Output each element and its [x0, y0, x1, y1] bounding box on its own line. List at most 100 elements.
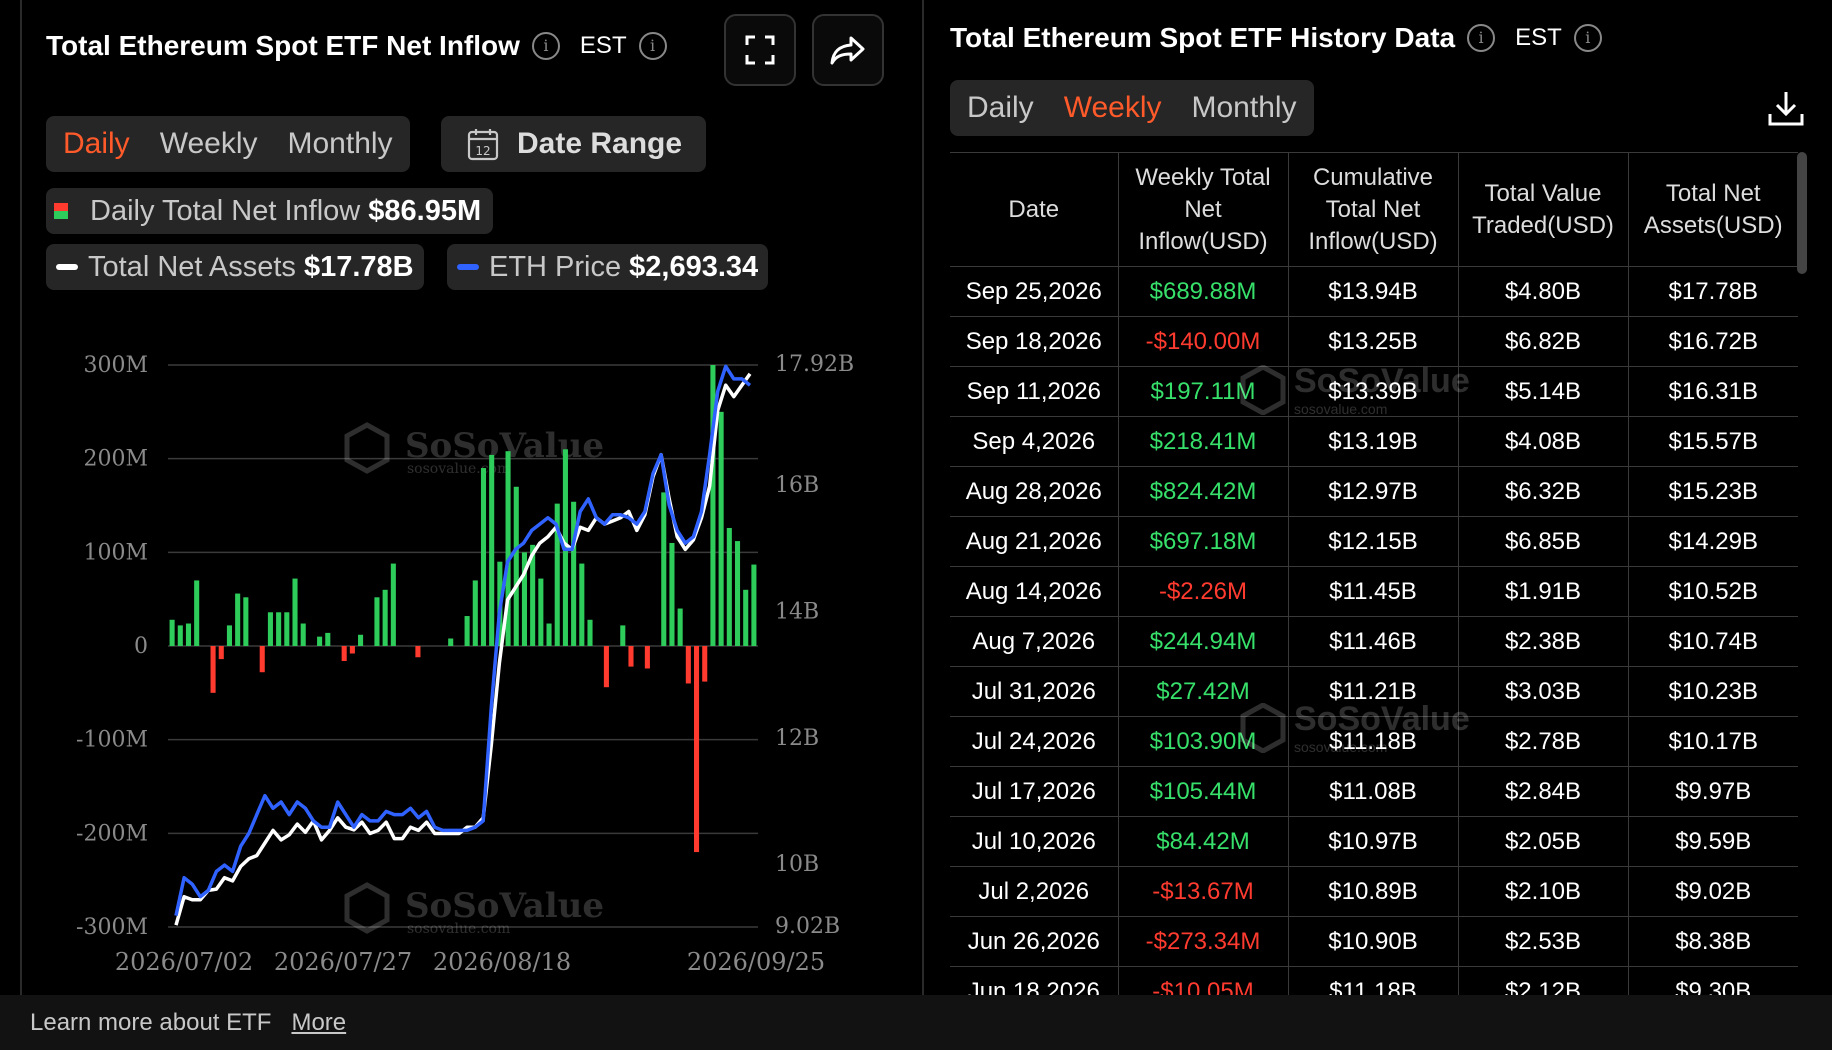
- table-row[interactable]: Aug 21,2026 $697.18M $12.15B $6.85B $14.29B: [950, 516, 1798, 567]
- net-inflow-chart[interactable]: SoSoValuesosovalue.comSoSoValuesosovalue…: [0, 340, 920, 990]
- table-row[interactable]: Sep 4,2026 $218.41M $13.19B $4.08B $15.57B: [950, 416, 1798, 467]
- inflow-bar[interactable]: [390, 563, 396, 646]
- date-range-button[interactable]: 12 Date Range: [441, 116, 706, 172]
- inflow-bar[interactable]: [628, 646, 634, 667]
- inflow-bar[interactable]: [530, 544, 536, 646]
- col-cumulative-header[interactable]: Cumulative Total Net Inflow(USD): [1287, 152, 1459, 267]
- table-row[interactable]: Jul 24,2026 $103.90M $11.18B $2.78B $10.17B: [950, 716, 1798, 767]
- table-row[interactable]: Sep 25,2026 $689.88M $13.94B $4.80B $17.78B: [950, 266, 1798, 317]
- inflow-bar[interactable]: [480, 468, 487, 646]
- inflow-bar[interactable]: [505, 451, 511, 646]
- inflow-bar[interactable]: [538, 578, 544, 646]
- inflow-bar[interactable]: [169, 619, 175, 646]
- table-row[interactable]: Sep 11,2026 $197.11M $13.39B $5.14B $16.31B: [950, 366, 1798, 417]
- inflow-bar[interactable]: [571, 501, 577, 646]
- inflow-bar[interactable]: [374, 597, 380, 646]
- history-table-container[interactable]: Date Weekly Total Net Inflow(USD) Cumulati…: [950, 152, 1800, 995]
- table-row[interactable]: Jul 2,2026 -$13.67M $10.89B $2.10B $9.02B: [950, 866, 1798, 917]
- inflow-bar[interactable]: [726, 527, 732, 646]
- inflow-bar[interactable]: [743, 589, 749, 646]
- tab-monthly[interactable]: Monthly: [1191, 91, 1297, 124]
- right-tick-label: 14B: [775, 600, 819, 625]
- inflow-bar[interactable]: [734, 541, 741, 646]
- table-row[interactable]: Sep 18,2026 -$140.00M $13.25B $6.82B $16.72B: [950, 316, 1798, 367]
- inflow-bar[interactable]: [267, 612, 273, 646]
- table-row[interactable]: Aug 7,2026 $244.94M $11.46B $2.38B $10.74B: [950, 616, 1798, 667]
- legend-daily-inflow[interactable]: Daily Total Net Inflow $86.95M: [46, 188, 494, 234]
- inflow-bar[interactable]: [620, 625, 626, 646]
- table-row[interactable]: Jul 31,2026 $27.42M $11.21B $3.03B $10.23B: [950, 666, 1798, 717]
- inflow-bar[interactable]: [513, 486, 519, 646]
- share-icon: [830, 36, 865, 65]
- inflow-bar[interactable]: [349, 646, 355, 654]
- inflow-bar[interactable]: [325, 632, 331, 646]
- info-icon[interactable]: i: [1573, 24, 1602, 52]
- col-traded-header[interactable]: Total Value Traded(USD): [1457, 152, 1629, 267]
- inflow-bar[interactable]: [685, 646, 691, 684]
- inflow-bar[interactable]: [587, 619, 593, 646]
- inflow-bar[interactable]: [292, 578, 298, 646]
- inflow-bar[interactable]: [579, 563, 585, 646]
- inflow-bar[interactable]: [177, 625, 183, 646]
- table-row[interactable]: Jul 10,2026 $84.42M $10.97B $2.05B $9.59B: [950, 816, 1798, 867]
- watermark-text: SoSoValue: [1294, 700, 1470, 738]
- inflow-bar[interactable]: [284, 612, 290, 646]
- inflow-bar[interactable]: [661, 492, 667, 646]
- table-scrollbar[interactable]: [1797, 152, 1807, 274]
- tab-weekly[interactable]: Weekly: [159, 127, 258, 160]
- fullscreen-button[interactable]: [724, 14, 796, 86]
- inflow-bar[interactable]: [472, 580, 478, 646]
- inflow-bar[interactable]: [546, 623, 552, 646]
- download-button[interactable]: [1766, 88, 1810, 132]
- inflow-bar[interactable]: [677, 608, 683, 646]
- inflow-bar[interactable]: [235, 593, 241, 646]
- col-weekly-inflow-header[interactable]: Weekly Total Net Inflow(USD): [1117, 152, 1289, 267]
- inflow-bar[interactable]: [751, 564, 757, 646]
- share-button[interactable]: [812, 14, 884, 86]
- inflow-bar[interactable]: [702, 646, 708, 682]
- inflow-bar[interactable]: [448, 638, 454, 646]
- inflow-bar[interactable]: [489, 454, 495, 646]
- inflow-bar[interactable]: [210, 646, 216, 693]
- col-assets-header[interactable]: Total Net Assets(USD): [1627, 152, 1798, 267]
- inflow-bar[interactable]: [300, 623, 306, 646]
- inflow-bar[interactable]: [276, 612, 282, 646]
- table-row[interactable]: Jun 18,2026 -$10.05M $11.18B $2.12B $9.30B: [950, 966, 1798, 995]
- inflow-bar[interactable]: [382, 589, 388, 646]
- table-row[interactable]: Aug 28,2026 $824.42M $12.97B $6.32B $15.23B: [950, 466, 1798, 517]
- tab-monthly[interactable]: Monthly: [287, 127, 393, 160]
- inflow-bar[interactable]: [226, 625, 232, 646]
- inflow-bar[interactable]: [415, 646, 421, 658]
- inflow-bar[interactable]: [554, 503, 560, 646]
- inflow-bar[interactable]: [521, 552, 527, 646]
- tab-daily[interactable]: Daily: [63, 127, 130, 160]
- inflow-bar[interactable]: [243, 597, 249, 646]
- footer-more-link[interactable]: More: [291, 1008, 347, 1036]
- inflow-bar[interactable]: [194, 580, 200, 646]
- legend-eth-price[interactable]: ETH Price $2,693.34: [447, 244, 769, 290]
- inflow-bar[interactable]: [718, 411, 724, 646]
- inflow-bar[interactable]: [464, 616, 470, 646]
- inflow-bar[interactable]: [358, 634, 364, 646]
- inflow-bar[interactable]: [317, 636, 323, 646]
- legend-net-assets[interactable]: Total Net Assets $17.78B: [46, 244, 424, 290]
- tab-weekly[interactable]: Weekly: [1063, 91, 1162, 124]
- table-row[interactable]: Aug 14,2026 -$2.26M $11.45B $1.91B $10.52B: [950, 566, 1798, 617]
- info-icon[interactable]: i: [638, 32, 667, 60]
- inflow-bar[interactable]: [218, 646, 224, 660]
- inflow-bar[interactable]: [710, 365, 716, 646]
- info-icon[interactable]: i: [531, 32, 560, 60]
- info-icon[interactable]: i: [1467, 24, 1496, 52]
- eth-price-line[interactable]: [174, 364, 752, 916]
- table-row[interactable]: Jul 17,2026 $105.44M $11.08B $2.84B $9.97B: [950, 766, 1798, 817]
- inflow-bar[interactable]: [603, 646, 609, 688]
- inflow-bar[interactable]: [259, 646, 265, 673]
- table-row[interactable]: Jun 26,2026 -$273.34M $10.90B $2.53B $8.38B: [950, 916, 1798, 967]
- inflow-bar[interactable]: [341, 646, 347, 661]
- inflow-bar[interactable]: [185, 623, 192, 646]
- inflow-bar[interactable]: [644, 646, 650, 669]
- inflow-bar[interactable]: [694, 646, 700, 853]
- tab-daily[interactable]: Daily: [967, 91, 1034, 124]
- inflow-bar[interactable]: [669, 542, 675, 646]
- col-date-header[interactable]: Date: [950, 152, 1119, 267]
